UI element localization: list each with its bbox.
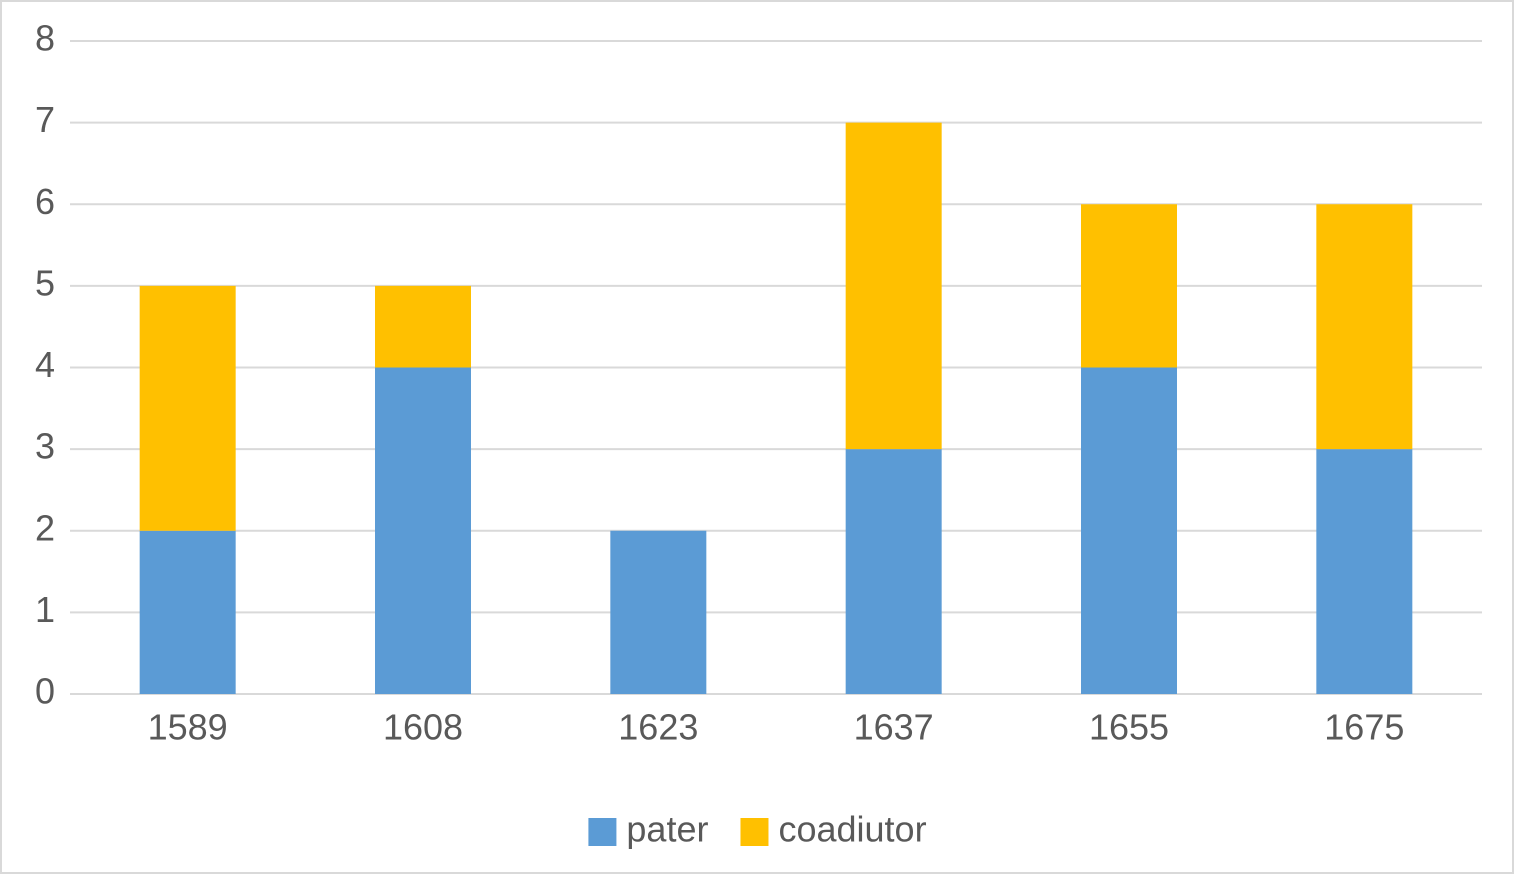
x-tick-label: 1608: [383, 707, 463, 748]
y-tick-label: 8: [35, 18, 55, 59]
y-tick-label: 0: [35, 671, 55, 712]
bar: [845, 122, 942, 450]
y-tick-label: 6: [35, 181, 55, 222]
x-tick-label: 1589: [148, 707, 228, 748]
y-tick-label: 5: [35, 262, 55, 303]
bar: [139, 530, 236, 694]
bar: [375, 367, 471, 694]
x-tick-label: 1655: [1089, 707, 1169, 748]
bar: [1316, 204, 1413, 450]
y-tick-label: 3: [35, 426, 55, 467]
y-tick-label: 7: [35, 99, 55, 140]
y-tick-label: 2: [35, 507, 55, 548]
legend-swatch: [588, 818, 617, 846]
y-tick-label: 1: [35, 589, 55, 630]
bar: [845, 449, 942, 694]
legend-swatch: [740, 818, 769, 846]
bar: [610, 530, 707, 694]
legend-label: pater: [626, 809, 708, 850]
x-tick-label: 1675: [1324, 707, 1404, 748]
x-tick-label: 1623: [618, 707, 698, 748]
y-tick-label: 4: [35, 344, 55, 385]
x-tick-label: 1637: [854, 707, 934, 748]
bar: [1081, 367, 1177, 694]
bar: [139, 285, 236, 531]
bar: [1316, 449, 1413, 694]
bar: [1081, 204, 1177, 368]
bar: [375, 285, 471, 368]
legend-label: coadiutor: [778, 809, 926, 850]
